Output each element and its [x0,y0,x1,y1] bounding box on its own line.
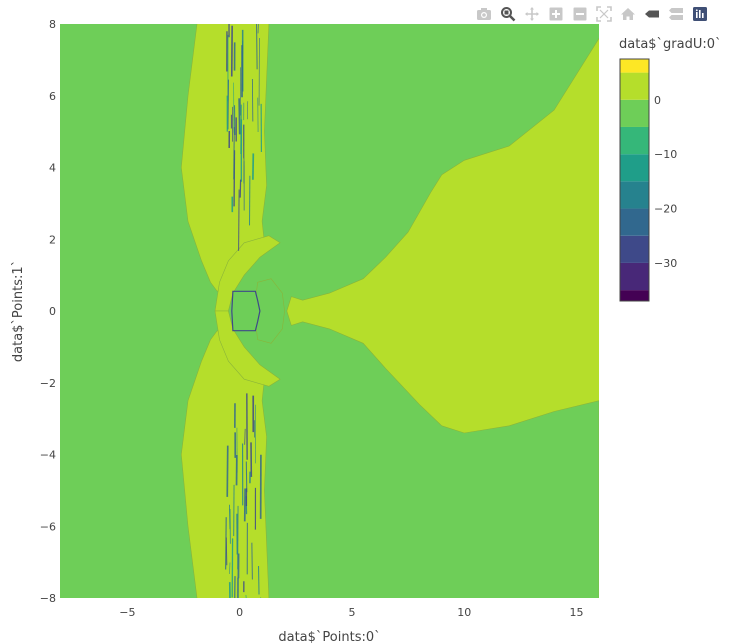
colorbar-band [620,59,649,73]
y-tick-label: −6 [40,520,56,533]
zoom-in-button[interactable] [544,5,568,23]
y-tick-label: 2 [49,233,56,246]
x-tick-label: 10 [457,606,471,619]
zoom-button[interactable] [496,5,520,23]
camera-icon [477,8,491,20]
colorbar-outline [619,58,650,302]
colorbar-tick-label: −30 [654,257,677,270]
y-tick-label: 8 [49,18,56,31]
home-icon [621,8,635,20]
contour-region-wake [286,37,599,598]
pan-icon [525,7,539,21]
zoom-out-icon [573,7,587,21]
contour-region-arc-lower [214,310,281,387]
y-tick-label: 4 [49,162,56,175]
zoom-icon [501,7,516,22]
colorbar-band [620,208,649,236]
colorbar-band [620,181,649,209]
hover-closest-icon [645,10,659,18]
contour-streak [227,79,229,130]
camera-button[interactable] [472,5,496,23]
contour-streak [256,24,258,70]
zoom-out-button[interactable] [568,5,592,23]
x-tick-label: 5 [348,606,355,619]
x-axis-ticks: −5 0 5 10 15 [119,606,583,619]
y-tick-label: 0 [49,305,56,318]
colorbar-band [620,235,649,263]
contour-streak [233,127,235,180]
y-tick-label: 6 [49,90,56,103]
colorbar-band [620,126,649,155]
contour-streak [225,537,228,566]
colorbar-band [620,262,649,291]
colorbar-tick-label: −10 [654,148,677,161]
colorbar-band [620,290,649,301]
hover-closest-button[interactable] [640,5,664,23]
x-tick-label: 15 [570,606,584,619]
y-tick-label: −2 [40,377,56,390]
pan-button[interactable] [520,5,544,23]
zoom-in-icon [549,7,563,21]
contour-region-body [231,290,261,332]
colorbar-band [620,72,649,100]
y-axis-title: data$`Points:1` [11,260,26,362]
autoscale-button[interactable] [592,5,616,23]
hover-compare-icon [669,8,683,20]
contour-streak [238,98,241,135]
plot-area[interactable] [60,6,622,616]
colorbar-band [620,99,649,127]
plotly-logo-button[interactable] [688,5,712,23]
reset-axes-button[interactable] [616,5,640,23]
y-tick-label: −4 [40,449,56,462]
y-tick-label: −8 [40,592,56,605]
autoscale-icon [596,6,612,22]
contour-streak [228,504,231,530]
x-axis-title: data$`Points:0` [278,630,380,644]
contour-streak [225,517,227,570]
plotly-logo-icon [693,7,707,21]
colorbar-tick-label: 0 [654,94,661,107]
y-axis-ticks: −8 −6 −4 −2 0 2 4 6 8 [40,18,56,605]
colorbar-band [620,154,649,182]
modebar [472,5,712,23]
x-tick-label: 0 [236,606,243,619]
vortex-streaks [225,24,263,598]
colorbar-title: data$`gradU:0` [619,37,722,52]
contour-region-arc-upper [214,235,281,312]
colorbar-tick-label: −20 [654,203,677,216]
colorbar: 0 −10 −20 −30 [619,58,677,302]
hover-compare-button[interactable] [664,5,688,23]
x-tick-label: −5 [119,606,135,619]
contour-streak [226,445,229,497]
